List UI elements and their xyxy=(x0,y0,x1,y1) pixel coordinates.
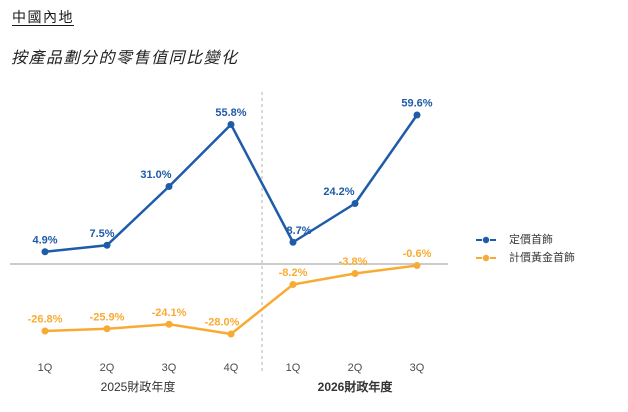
series-0-point xyxy=(413,111,421,119)
series-0-value-label: 55.8% xyxy=(215,107,246,119)
legend-item-1: 計價黃金首飾 xyxy=(476,252,575,264)
series-1-point xyxy=(103,325,111,333)
series-1-point xyxy=(351,270,359,277)
x-tick-label: 1Q xyxy=(286,362,301,374)
page-title: 中國內地 xyxy=(12,11,74,26)
series-1-value-label: -25.9% xyxy=(90,311,125,323)
series-1-point xyxy=(413,262,421,269)
series-0-value-label: 7.5% xyxy=(89,228,114,240)
series-0-point xyxy=(289,238,297,246)
series-0-point xyxy=(165,183,173,190)
series-0-value-label: 8.7% xyxy=(286,225,311,237)
series-1-value-label: -28.0% xyxy=(205,317,240,329)
series-1-value-label: -24.1% xyxy=(152,307,187,319)
series-1-point xyxy=(165,320,173,328)
x-tick-label: 3Q xyxy=(410,362,425,374)
series-1-value-label: -26.8% xyxy=(28,314,63,326)
series-0-value-label: 24.2% xyxy=(323,186,354,198)
series-0-point xyxy=(351,200,359,207)
series-0-point xyxy=(103,241,111,249)
series-1-point xyxy=(227,330,235,338)
legend-label: 定價首飾 xyxy=(509,234,553,246)
chart-legend: 定價首飾計價黃金首飾 xyxy=(476,234,575,264)
x-tick-label: 1Q xyxy=(38,362,53,374)
legend-dot xyxy=(482,254,490,262)
series-1-value-label: -3.8% xyxy=(339,256,368,268)
series-1-point xyxy=(289,281,297,288)
x-tick-label: 2Q xyxy=(348,362,363,374)
legend-item-0: 定價首飾 xyxy=(476,234,575,246)
legend-marker-icon xyxy=(476,236,496,244)
series-1-value-label: -8.2% xyxy=(279,267,308,279)
x-tick-label: 4Q xyxy=(224,362,239,374)
series-1-value-label: -0.6% xyxy=(403,248,432,260)
series-0-point xyxy=(227,121,235,128)
legend-label: 計價黃金首飾 xyxy=(509,252,575,264)
legend-marker-icon xyxy=(476,254,496,262)
series-1-point xyxy=(41,327,49,335)
x-tick-label: 2Q xyxy=(100,362,115,374)
chart-subtitle: 按產品劃分的零售值同比變化 xyxy=(11,50,239,67)
series-0-value-label: 31.0% xyxy=(140,169,171,181)
series-0-point xyxy=(41,248,49,256)
series-0-value-label: 59.6% xyxy=(401,98,432,110)
x-tick-label: 3Q xyxy=(162,362,177,374)
fiscal-year-label-1: 2026財政年度 xyxy=(318,379,394,394)
fiscal-year-label-0: 2025財政年度 xyxy=(101,379,176,394)
series-0-value-label: 4.9% xyxy=(32,234,57,246)
legend-dot xyxy=(482,236,490,244)
